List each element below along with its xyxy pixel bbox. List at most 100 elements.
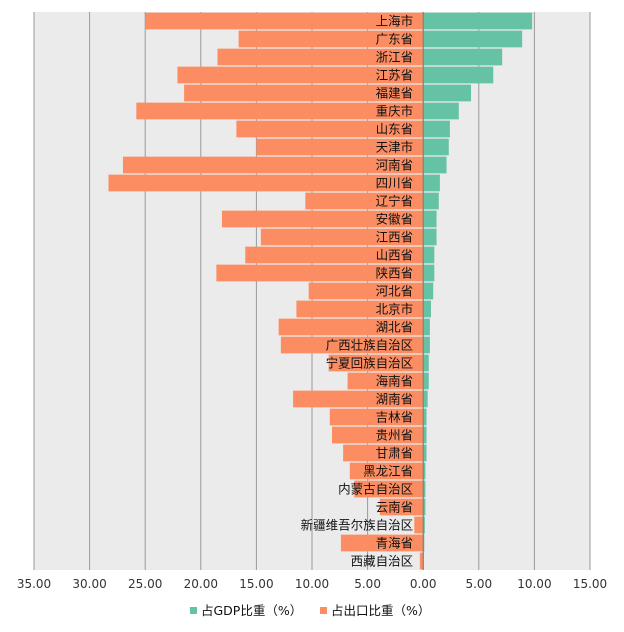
category-label: 河南省 — [376, 158, 414, 173]
export-bar — [184, 84, 424, 102]
legend-swatch-gdp — [190, 607, 197, 614]
gdp-bar — [423, 426, 427, 444]
gdp-bar — [423, 264, 435, 282]
gdp-share-bars — [422, 12, 533, 570]
legend-swatch-export — [320, 607, 327, 614]
gdp-bar — [423, 372, 429, 390]
export-bar — [340, 534, 424, 552]
x-tick-label: 25.00 — [128, 577, 162, 591]
gdp-bar — [423, 390, 428, 408]
category-label: 海南省 — [376, 374, 414, 389]
export-bar — [136, 102, 424, 120]
export-bar — [343, 444, 424, 462]
export-bar — [332, 426, 424, 444]
gdp-bar — [423, 102, 459, 120]
gdp-bar — [423, 300, 431, 318]
x-tick-label: 5.00 — [465, 577, 492, 591]
category-label: 广西壮族自治区 — [326, 338, 414, 353]
export-bar — [236, 120, 424, 138]
category-label: 新疆维吾尔族自治区 — [301, 518, 414, 533]
category-label: 甘肃省 — [376, 446, 414, 461]
export-bar — [419, 552, 424, 570]
gdp-bar — [423, 480, 426, 498]
export-bar — [260, 228, 424, 246]
gdp-bar — [423, 138, 449, 156]
category-label: 吉林省 — [376, 410, 414, 425]
export-bar — [293, 390, 424, 408]
category-label: 江苏省 — [376, 68, 414, 83]
export-bar — [216, 264, 424, 282]
export-bar — [108, 174, 424, 192]
export-bar — [145, 12, 424, 30]
category-label: 宁夏回族自治区 — [326, 356, 414, 371]
category-label: 上海市 — [376, 14, 414, 29]
gdp-bar — [423, 210, 437, 228]
category-label: 广东省 — [376, 32, 414, 47]
category-label: 天津市 — [376, 140, 414, 155]
category-labels: 上海市广东省浙江省江苏省福建省重庆市山东省天津市河南省四川省辽宁省安徽省江西省山… — [301, 14, 414, 569]
gdp-bar — [423, 12, 533, 30]
gdp-bar — [423, 336, 430, 354]
x-tick-label: 15.00 — [573, 577, 607, 591]
legend: 占GDP比重（%） 占出口比重（%） — [190, 603, 430, 618]
category-label: 内蒙古自治区 — [338, 482, 413, 497]
category-label: 湖北省 — [376, 320, 414, 335]
export-bar — [256, 138, 424, 156]
x-axis-tick-labels: 35.00 30.00 25.00 20.00 15.00 10.00 5.00 0.00 5.… — [17, 577, 607, 591]
category-label: 青海省 — [376, 536, 414, 551]
x-tick-label: 10.00 — [517, 577, 551, 591]
gdp-bar — [423, 462, 426, 480]
export-bar — [308, 282, 424, 300]
gdp-bar — [423, 120, 450, 138]
x-tick-label: 5.00 — [354, 577, 381, 591]
x-tick-label: 15.00 — [239, 577, 273, 591]
category-label: 山西省 — [376, 248, 414, 263]
category-label: 湖南省 — [376, 392, 414, 407]
export-bar — [354, 480, 424, 498]
category-label: 重庆市 — [376, 104, 414, 119]
gdp-bar — [423, 246, 435, 264]
legend-label-export: 占出口比重（%） — [331, 603, 430, 618]
export-bar — [217, 48, 424, 66]
export-bar — [278, 318, 424, 336]
x-tick-label: 30.00 — [72, 577, 106, 591]
category-label: 河北省 — [376, 284, 414, 299]
category-label: 山东省 — [376, 122, 414, 137]
category-label: 浙江省 — [376, 50, 414, 65]
export-bar — [245, 246, 424, 264]
x-tick-label: 35.00 — [17, 577, 51, 591]
category-label: 四川省 — [376, 176, 414, 191]
gdp-bar — [423, 354, 429, 372]
export-bar — [221, 210, 424, 228]
export-bar — [177, 66, 424, 84]
export-bar — [349, 462, 424, 480]
export-bar — [305, 192, 424, 210]
gdp-bar — [423, 318, 430, 336]
export-bar — [238, 30, 424, 48]
gdp-bar — [423, 156, 447, 174]
category-label: 西藏自治区 — [351, 554, 414, 569]
export-share-bars — [108, 12, 424, 570]
gdp-bar — [423, 192, 439, 210]
export-bar — [296, 300, 424, 318]
export-bar — [328, 354, 424, 372]
gdp-bar — [423, 30, 523, 48]
gdp-bar — [423, 174, 440, 192]
gdp-bar — [423, 534, 425, 552]
export-bar — [329, 408, 424, 426]
gdp-bar — [423, 282, 434, 300]
category-label: 北京市 — [376, 302, 414, 317]
export-bar — [122, 156, 424, 174]
x-tick-label: 0.00 — [410, 577, 437, 591]
x-tick-label: 20.00 — [184, 577, 218, 591]
export-bar — [347, 372, 424, 390]
category-label: 陕西省 — [376, 266, 414, 281]
export-bar — [280, 336, 424, 354]
export-bar — [414, 516, 424, 534]
gdp-bar — [423, 498, 426, 516]
gdp-bar — [423, 84, 472, 102]
gdp-bar — [423, 66, 494, 84]
category-label: 辽宁省 — [376, 194, 414, 209]
x-tick-label: 10.00 — [295, 577, 329, 591]
